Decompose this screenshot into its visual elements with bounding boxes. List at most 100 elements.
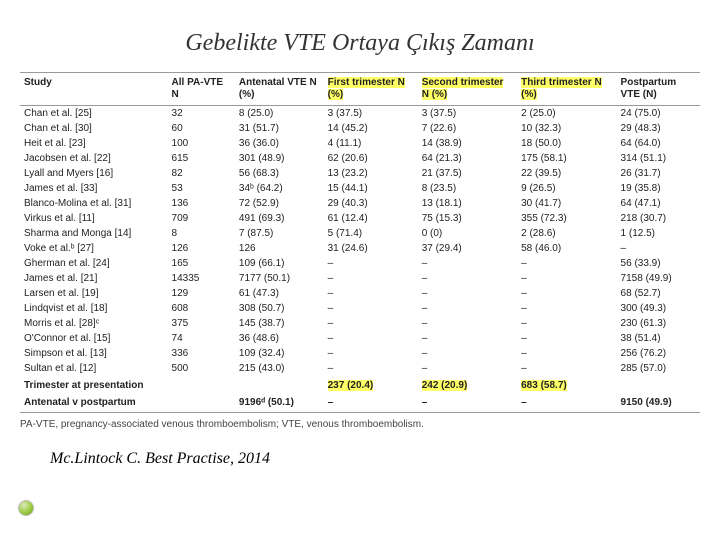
table-cell: 215 (43.0) bbox=[235, 361, 324, 376]
table-cell: – bbox=[324, 286, 418, 301]
table-cell: 36 (36.0) bbox=[235, 136, 324, 151]
table-row: James et al. [33]5334ᵇ (64.2)15 (44.1)8 … bbox=[20, 181, 700, 196]
table-cell: – bbox=[324, 361, 418, 376]
table-cell: 14335 bbox=[168, 271, 235, 286]
table-cell: 32 bbox=[168, 106, 235, 122]
table-cell: 74 bbox=[168, 331, 235, 346]
table-cell: 9 (26.5) bbox=[517, 181, 616, 196]
table-cell: – bbox=[517, 346, 616, 361]
table-row: Chan et al. [25]328 (25.0)3 (37.5)3 (37.… bbox=[20, 106, 700, 122]
header-antenatal: Antenatal VTE N (%) bbox=[235, 73, 324, 106]
table-cell: 7 (22.6) bbox=[418, 121, 517, 136]
table-cell: 355 (72.3) bbox=[517, 211, 616, 226]
table-cell: Lyall and Myers [16] bbox=[20, 166, 168, 181]
header-third-trimester: Third trimester N (%) bbox=[517, 73, 616, 106]
table-cell: 10 (32.3) bbox=[517, 121, 616, 136]
summary-row-antenatal-postpartum: Antenatal v postpartum9196ᵈ (50.1)–––915… bbox=[20, 393, 700, 413]
table-cell: 30 (41.7) bbox=[517, 196, 616, 211]
table-row: Sultan et al. [12]500215 (43.0)–––285 (5… bbox=[20, 361, 700, 376]
table-cell: – bbox=[418, 361, 517, 376]
table-cell bbox=[168, 393, 235, 413]
table-row: Simpson et al. [13]336109 (32.4)–––256 (… bbox=[20, 346, 700, 361]
table-cell: 109 (66.1) bbox=[235, 256, 324, 271]
table-cell bbox=[235, 376, 324, 393]
table-cell: 8 (23.5) bbox=[418, 181, 517, 196]
table-cell: – bbox=[324, 331, 418, 346]
table-cell: Voke et al.ᵇ [27] bbox=[20, 241, 168, 256]
table-cell: – bbox=[517, 301, 616, 316]
table-cell: 136 bbox=[168, 196, 235, 211]
table-cell: – bbox=[418, 331, 517, 346]
table-cell: 608 bbox=[168, 301, 235, 316]
table-cell: 75 (15.3) bbox=[418, 211, 517, 226]
table-cell: 34ᵇ (64.2) bbox=[235, 181, 324, 196]
table-cell: 336 bbox=[168, 346, 235, 361]
table-cell: 31 (24.6) bbox=[324, 241, 418, 256]
table-cell: 18 (50.0) bbox=[517, 136, 616, 151]
table-cell: 491 (69.3) bbox=[235, 211, 324, 226]
table-cell: 22 (39.5) bbox=[517, 166, 616, 181]
summary-row-trimester: Trimester at presentation237 (20.4)242 (… bbox=[20, 376, 700, 393]
table-cell: 300 (49.3) bbox=[617, 301, 700, 316]
table-cell: 38 (51.4) bbox=[617, 331, 700, 346]
page-title: Gebelikte VTE Ortaya Çıkış Zamanı bbox=[0, 0, 720, 72]
table-cell: 109 (32.4) bbox=[235, 346, 324, 361]
table-cell: James et al. [21] bbox=[20, 271, 168, 286]
table-cell: 36 (48.6) bbox=[235, 331, 324, 346]
table-cell: 82 bbox=[168, 166, 235, 181]
table-cell: – bbox=[517, 393, 616, 413]
table-cell: 62 (20.6) bbox=[324, 151, 418, 166]
table-row: Sharma and Monga [14]87 (87.5)5 (71.4)0 … bbox=[20, 226, 700, 241]
table-cell: Gherman et al. [24] bbox=[20, 256, 168, 271]
table-cell: 61 (47.3) bbox=[235, 286, 324, 301]
table-cell: Sharma and Monga [14] bbox=[20, 226, 168, 241]
table-cell: 31 (51.7) bbox=[235, 121, 324, 136]
table-cell: 15 (44.1) bbox=[324, 181, 418, 196]
table-cell: 500 bbox=[168, 361, 235, 376]
table-cell: 683 (58.7) bbox=[517, 376, 616, 393]
table-container: Study All PA-VTE N Antenatal VTE N (%) F… bbox=[0, 72, 720, 413]
table-cell: 615 bbox=[168, 151, 235, 166]
header-first-trimester: First trimester N (%) bbox=[324, 73, 418, 106]
table-row: Lyall and Myers [16]8256 (68.3)13 (23.2)… bbox=[20, 166, 700, 181]
table-cell: 37 (29.4) bbox=[418, 241, 517, 256]
table-cell: – bbox=[517, 286, 616, 301]
slide-bullet-icon bbox=[18, 500, 34, 516]
table-cell: 9150 (49.9) bbox=[617, 393, 700, 413]
table-cell: – bbox=[324, 346, 418, 361]
table-cell: Jacobsen et al. [22] bbox=[20, 151, 168, 166]
table-cell: 64 (47.1) bbox=[617, 196, 700, 211]
table-cell: 13 (23.2) bbox=[324, 166, 418, 181]
table-cell: 5 (71.4) bbox=[324, 226, 418, 241]
table-row: Blanco-Molina et al. [31]13672 (52.9)29 … bbox=[20, 196, 700, 211]
table-cell: 308 (50.7) bbox=[235, 301, 324, 316]
table-row: Voke et al.ᵇ [27]12612631 (24.6)37 (29.4… bbox=[20, 241, 700, 256]
table-row: Jacobsen et al. [22]615301 (48.9)62 (20.… bbox=[20, 151, 700, 166]
table-row: Chan et al. [30]6031 (51.7)14 (45.2)7 (2… bbox=[20, 121, 700, 136]
table-cell: Simpson et al. [13] bbox=[20, 346, 168, 361]
table-cell: – bbox=[418, 393, 517, 413]
citation: Mc.Lintock C. Best Practise, 2014 bbox=[0, 430, 720, 468]
table-cell: – bbox=[517, 361, 616, 376]
table-cell: 285 (57.0) bbox=[617, 361, 700, 376]
table-cell: 29 (40.3) bbox=[324, 196, 418, 211]
table-cell: 165 bbox=[168, 256, 235, 271]
table-cell: 24 (75.0) bbox=[617, 106, 700, 122]
table-cell: James et al. [33] bbox=[20, 181, 168, 196]
table-cell: 126 bbox=[235, 241, 324, 256]
table-cell: 72 (52.9) bbox=[235, 196, 324, 211]
table-cell: Blanco-Molina et al. [31] bbox=[20, 196, 168, 211]
table-row: Gherman et al. [24]165109 (66.1)–––56 (3… bbox=[20, 256, 700, 271]
table-cell: – bbox=[418, 346, 517, 361]
header-all: All PA-VTE N bbox=[168, 73, 235, 106]
table-row: Larsen et al. [19]12961 (47.3)–––68 (52.… bbox=[20, 286, 700, 301]
table-cell: 26 (31.7) bbox=[617, 166, 700, 181]
table-row: Virkus et al. [11]709491 (69.3)61 (12.4)… bbox=[20, 211, 700, 226]
table-cell: 21 (37.5) bbox=[418, 166, 517, 181]
table-cell: 4 (11.1) bbox=[324, 136, 418, 151]
table-cell: – bbox=[418, 316, 517, 331]
header-second-trimester: Second trimester N (%) bbox=[418, 73, 517, 106]
table-cell: 8 bbox=[168, 226, 235, 241]
table-cell: – bbox=[617, 241, 700, 256]
table-cell: 237 (20.4) bbox=[324, 376, 418, 393]
